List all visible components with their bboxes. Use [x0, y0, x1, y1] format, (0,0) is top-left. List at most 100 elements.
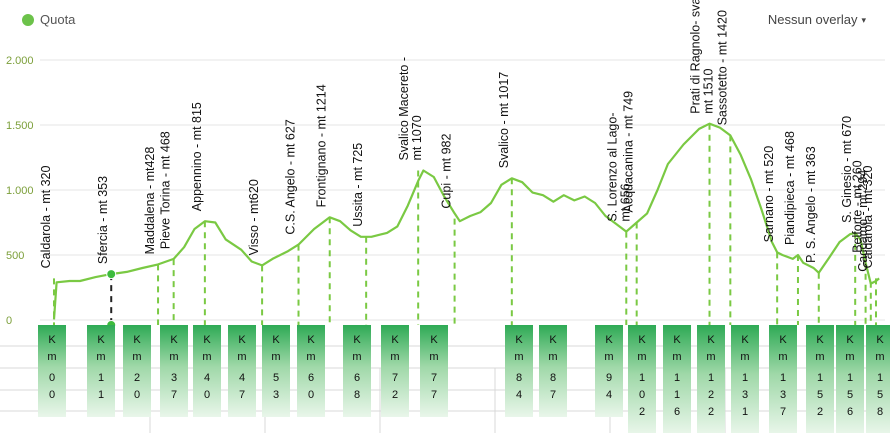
annotation-label: Ussita - mt 725	[351, 143, 365, 227]
km-marker-digit: 0	[49, 389, 55, 401]
km-marker-digit: 4	[606, 389, 612, 401]
km-marker-letter: m	[875, 351, 884, 363]
km-marker-letter: K	[203, 334, 211, 346]
km-marker-digit: 1	[98, 372, 104, 384]
km-marker-letter: K	[638, 334, 646, 346]
km-marker-digit: 1	[674, 372, 680, 384]
km-marker-digit: 1	[98, 389, 104, 401]
annotation-label: Frontignano - mt 1214	[315, 84, 329, 207]
km-marker-box	[381, 325, 409, 417]
km-marker-digit: 9	[606, 372, 612, 384]
km-marker-letter: m	[237, 351, 246, 363]
annotation-label: Caccamo - mt 294	[856, 170, 870, 272]
km-marker-letter: m	[604, 351, 613, 363]
km-marker-letter: K	[430, 334, 438, 346]
annotation-label: Visso - mt620	[247, 179, 261, 255]
y-tick-label: 500	[6, 250, 24, 262]
legend[interactable]: Quota	[22, 12, 75, 27]
annotation-label: mt 1070	[410, 115, 424, 160]
annotation-label: Belforte - mt 260	[851, 160, 865, 252]
km-marker-box	[769, 325, 797, 433]
marker-dot	[106, 269, 117, 280]
legend-label: Quota	[40, 12, 76, 27]
km-marker-letter: m	[96, 351, 105, 363]
km-marker-box	[228, 325, 256, 417]
km-marker-digit: 0	[49, 372, 55, 384]
overlay-dropdown[interactable]: Nessun overlay ▾	[768, 12, 866, 27]
annotation-label: Cupi - mt 982	[440, 134, 454, 209]
km-marker-box	[123, 325, 151, 417]
km-marker-digit: 5	[817, 389, 823, 401]
km-marker-letter: m	[514, 351, 523, 363]
annotation-label: S. Lorenzo al Lago-	[605, 112, 619, 221]
km-marker-letter: K	[673, 334, 681, 346]
km-marker-digit: 5	[273, 372, 279, 384]
km-marker-digit: 1	[674, 389, 680, 401]
km-marker-box	[697, 325, 725, 433]
y-tick-label: 1.000	[6, 185, 34, 197]
km-marker-digit: 3	[742, 389, 748, 401]
km-marker-box	[87, 325, 115, 417]
km-marker-digit: 7	[171, 389, 177, 401]
km-marker-digit: 6	[354, 372, 360, 384]
km-marker-digit: 1	[639, 372, 645, 384]
km-marker-letter: K	[741, 334, 749, 346]
km-marker-letter: m	[637, 351, 646, 363]
km-marker-digit: 7	[780, 406, 786, 418]
km-marker-letter: K	[605, 334, 613, 346]
km-marker-digit: 7	[431, 389, 437, 401]
km-marker-letter: K	[876, 334, 884, 346]
overlay-dropdown-label: Nessun overlay	[767, 12, 858, 27]
km-marker-digit: 6	[847, 406, 853, 418]
km-marker-box	[420, 325, 448, 417]
km-marker-digit: 7	[392, 372, 398, 384]
km-marker-letter: K	[549, 334, 557, 346]
annotation-label: mt 1510	[702, 68, 716, 113]
km-marker-letter: m	[548, 351, 557, 363]
km-marker-box	[628, 325, 656, 433]
km-marker-digit: 8	[354, 389, 360, 401]
km-marker-box	[343, 325, 371, 417]
km-marker-letter: K	[779, 334, 787, 346]
km-marker-box	[836, 325, 864, 433]
annotation-label: Appennino - mt 815	[190, 102, 204, 211]
elevation-line	[52, 122, 880, 320]
annotation-label: Caldarola - mt 320	[861, 166, 875, 269]
annotation-label: Pieve Torina - mt 468	[159, 131, 173, 249]
km-marker-box	[38, 325, 66, 417]
km-marker-letter: K	[515, 334, 523, 346]
annotation-label: Sassotetto - mt 1420	[715, 10, 729, 125]
km-marker-letter: m	[132, 351, 141, 363]
annotation-label: Prati di Ragnolo- svalico	[689, 0, 703, 114]
km-marker-digit: 3	[780, 389, 786, 401]
km-marker-digit: 7	[431, 372, 437, 384]
km-marker-letter: K	[846, 334, 854, 346]
km-marker-box	[806, 325, 834, 433]
km-marker-digit: 4	[516, 389, 522, 401]
km-marker-digit: 2	[392, 389, 398, 401]
km-marker-digit: 2	[639, 406, 645, 418]
km-marker-digit: 2	[817, 406, 823, 418]
annotation-label: Svalico Macereto -	[397, 57, 411, 161]
annotation-label: Maddalena - mt428	[143, 147, 157, 255]
km-marker-letter: m	[815, 351, 824, 363]
km-marker-letter: m	[47, 351, 56, 363]
km-marker-letter: m	[429, 351, 438, 363]
y-tick-label: 0	[6, 315, 12, 327]
km-marker-box	[663, 325, 691, 433]
km-marker-digit: 2	[134, 372, 140, 384]
km-marker-box	[595, 325, 623, 417]
annotation-label: Sfercia - mt 353	[96, 176, 110, 264]
annotation-label: Acquacanina - mt 749	[622, 91, 636, 213]
km-marker-letter: K	[170, 334, 178, 346]
km-marker-letter: m	[390, 351, 399, 363]
km-marker-letter: m	[169, 351, 178, 363]
km-marker-box	[539, 325, 567, 417]
km-marker-digit: 2	[708, 389, 714, 401]
legend-dot-icon	[22, 13, 34, 26]
km-marker-digit: 1	[742, 372, 748, 384]
km-marker-digit: 1	[708, 372, 714, 384]
km-marker-letter: m	[271, 351, 280, 363]
